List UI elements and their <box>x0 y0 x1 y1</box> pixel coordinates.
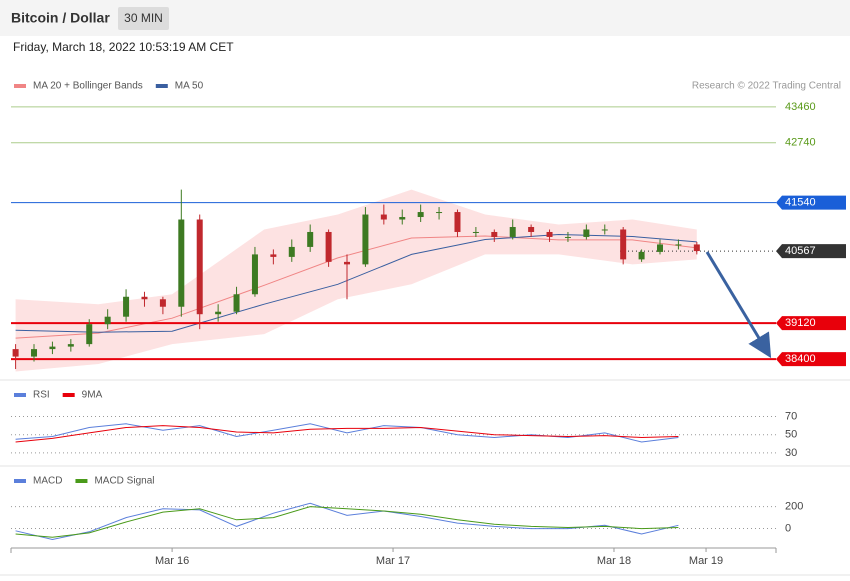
candle-body <box>67 344 74 347</box>
legend-label[interactable]: MACD <box>33 476 62 487</box>
indicator-line <box>15 423 679 443</box>
indicator-line <box>15 425 679 443</box>
credit: Research © 2022 Trading Central <box>692 81 841 92</box>
candle-body <box>657 244 664 252</box>
candle-body <box>509 226 516 237</box>
candle-body <box>233 294 240 312</box>
candle-body <box>31 349 38 357</box>
candle-body <box>491 231 498 237</box>
moving-average <box>15 233 697 333</box>
candle-body <box>454 212 461 232</box>
title: Bitcoin / Dollar <box>11 10 110 26</box>
interval[interactable]: 30 MIN <box>124 11 163 25</box>
x-tick-label: Mar 17 <box>376 555 410 567</box>
candle-body <box>86 324 93 345</box>
candle-body <box>49 346 56 350</box>
candle-body <box>528 226 535 232</box>
candle-body <box>638 251 645 260</box>
candle-body <box>196 219 203 315</box>
legend-label[interactable]: MA 20 + Bollinger Bands <box>33 81 143 92</box>
candle-body <box>251 254 258 295</box>
candle-body <box>288 246 295 257</box>
bollinger-band <box>15 189 697 372</box>
candle-body <box>362 214 369 265</box>
indicator-line <box>15 502 679 541</box>
price-level-box <box>776 352 846 367</box>
legend-swatch <box>14 84 26 88</box>
x-tick-label: Mar 18 <box>597 555 631 567</box>
x-tick-label: Mar 19 <box>689 555 723 567</box>
moving-average <box>15 235 697 339</box>
candle-body <box>270 254 277 257</box>
price-level-label: 42740 <box>785 137 816 149</box>
candle-body <box>564 236 571 238</box>
x-tick-label: Mar 16 <box>155 555 189 567</box>
interval-badge[interactable] <box>118 7 169 30</box>
candle-body <box>620 229 627 260</box>
candle-body <box>104 316 111 325</box>
legend-label[interactable]: MA 50 <box>175 81 204 92</box>
price-level-label: 38400 <box>785 353 816 365</box>
candle-body <box>417 212 424 218</box>
candle-body <box>123 296 130 317</box>
plot-layer: MA 20 + Bollinger Bands MA 50 Research © 2… <box>10 81 846 567</box>
indicator-line <box>15 506 679 538</box>
price-level-label: 41540 <box>785 196 816 208</box>
candle-body <box>12 349 19 357</box>
legend-label[interactable]: MACD Signal <box>94 476 154 487</box>
price-level-box <box>776 316 846 331</box>
timestamp: Friday, March 18, 2022 10:53:19 AM CET <box>13 40 234 54</box>
candle-body <box>436 212 443 214</box>
legend-label[interactable]: RSI <box>33 390 50 401</box>
candle-body <box>325 231 332 262</box>
legend-swatch <box>75 479 88 483</box>
legend-swatch <box>14 479 26 483</box>
y-tick-label: 0 <box>785 522 791 534</box>
candle-body <box>472 231 479 233</box>
legend-swatch <box>62 393 75 397</box>
y-tick-label: 30 <box>785 447 797 459</box>
candle-body <box>141 296 148 300</box>
candle-body <box>399 217 406 220</box>
candle-body <box>307 231 314 247</box>
forecast-arrow <box>705 251 772 359</box>
price-level-label: 40567 <box>785 245 816 257</box>
candle-body <box>546 231 553 237</box>
candle-body <box>583 229 590 237</box>
price-level-box <box>776 244 846 259</box>
candle-body <box>675 244 682 246</box>
legend-label[interactable]: 9MA <box>82 390 103 401</box>
candle-body <box>159 299 166 307</box>
y-tick-label: 70 <box>785 410 797 422</box>
price-level-label: 43460 <box>785 101 816 113</box>
candle-body <box>380 214 387 220</box>
candle-body <box>215 311 222 315</box>
legend-swatch <box>14 393 26 397</box>
price-level-box <box>776 195 846 210</box>
y-tick-label: 200 <box>785 501 803 513</box>
legend-swatch <box>155 84 168 88</box>
candle-body <box>178 219 185 307</box>
y-tick-label: 50 <box>785 429 797 441</box>
candle-body <box>693 244 700 252</box>
candle-body <box>344 261 351 265</box>
price-level-label: 39120 <box>785 317 816 329</box>
candle-body <box>601 229 608 231</box>
